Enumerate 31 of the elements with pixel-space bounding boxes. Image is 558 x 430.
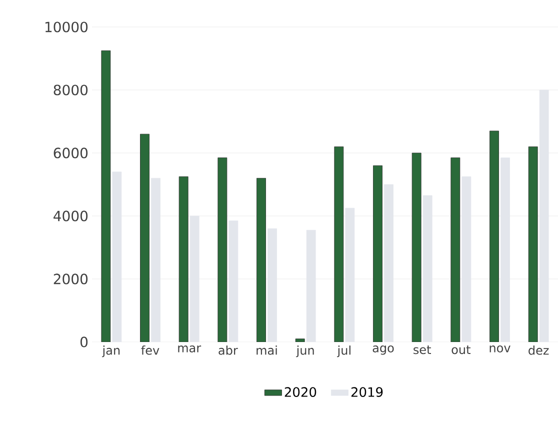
x-tick-label: ago (372, 346, 394, 355)
legend-label: 2020 (284, 387, 316, 397)
bar (450, 158, 460, 342)
bar (140, 134, 150, 342)
legend-label: 2019 (351, 387, 383, 397)
x-tick-label: dez (528, 346, 549, 355)
bar (373, 165, 382, 342)
bar (218, 158, 228, 342)
y-tick-label: 0 (80, 336, 88, 348)
x-tick-label: jul (337, 346, 350, 358)
y-tick-label: 10000 (45, 22, 88, 32)
y-tick-label: 2000 (54, 274, 88, 284)
y-tick-label: 4000 (54, 210, 88, 222)
x-tick-label: set (414, 346, 431, 354)
x-tick-label: mai (256, 346, 277, 355)
x-tick-label: mar (178, 346, 202, 352)
bar (256, 178, 266, 342)
x-tick-label: abr (218, 346, 238, 355)
y-tick-label: 8000 (54, 84, 88, 96)
bar (334, 146, 344, 342)
bar (101, 50, 111, 342)
bar (178, 176, 188, 342)
bar (412, 152, 422, 342)
x-tick-label: nov (490, 346, 510, 352)
bar (490, 130, 499, 342)
x-tick-label: jun (296, 346, 314, 358)
bar (528, 146, 538, 342)
x-tick-label: fev (141, 346, 160, 355)
y-tick-label: 6000 (54, 148, 88, 158)
x-tick-label: jan (102, 346, 120, 358)
x-tick-label: out (452, 346, 470, 354)
